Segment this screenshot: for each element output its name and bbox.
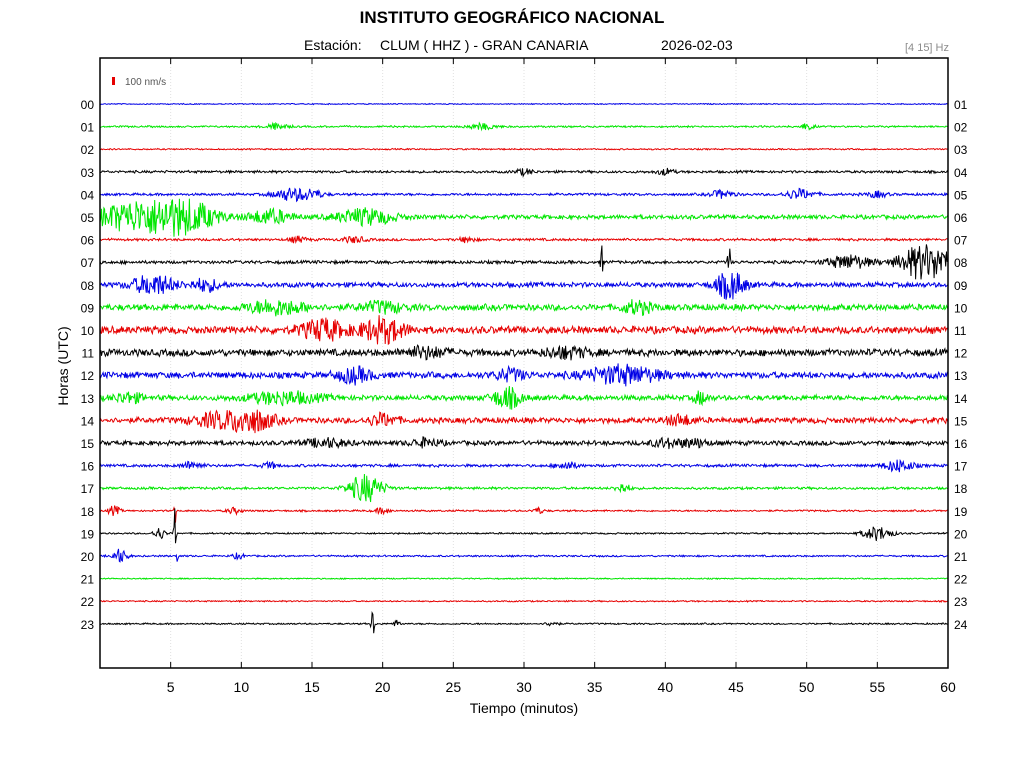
trace-hour-04	[99, 187, 949, 203]
x-tick-label-30: 30	[516, 679, 532, 695]
trace-hour-12	[99, 363, 949, 387]
hour-label-left-05: 05	[81, 211, 95, 225]
trace-hour-01	[99, 121, 948, 132]
hour-label-right-08: 08	[954, 256, 968, 270]
hour-label-right-06: 06	[954, 211, 968, 225]
hour-label-right-12: 12	[954, 347, 968, 361]
hour-label-left-17: 17	[81, 482, 95, 496]
station-label: Estación:	[304, 37, 362, 53]
trace-hour-22	[99, 599, 949, 603]
trace-hour-21	[100, 577, 949, 581]
hour-label-left-07: 07	[81, 256, 95, 270]
x-tick-label-35: 35	[587, 679, 603, 695]
trace-hour-11	[99, 344, 949, 361]
trace-hour-23	[99, 611, 949, 634]
x-tick-label-40: 40	[658, 679, 674, 695]
hour-label-right-18: 18	[954, 482, 968, 496]
hour-label-right-10: 10	[954, 301, 968, 315]
hour-label-left-15: 15	[81, 437, 95, 451]
hour-label-right-16: 16	[954, 437, 968, 451]
hour-label-right-11: 11	[954, 324, 967, 338]
hour-label-right-04: 04	[954, 166, 968, 180]
hour-label-right-22: 22	[954, 573, 968, 587]
hour-labels: 00 01 01 02 02 03 03 04 04 05 05 06 06 07 07 08 08 09 09 10…	[81, 98, 968, 632]
hour-label-left-18: 18	[81, 505, 95, 519]
hour-label-left-03: 03	[81, 166, 95, 180]
hour-label-right-13: 13	[954, 369, 968, 383]
trace-hour-09	[99, 299, 949, 317]
hour-label-left-23: 23	[81, 618, 95, 632]
hour-label-left-04: 04	[81, 188, 95, 202]
trace-hour-13	[99, 386, 949, 410]
hour-label-right-01: 01	[954, 98, 968, 112]
x-tick-label-5: 5	[167, 679, 175, 695]
hour-label-right-24: 24	[954, 618, 968, 632]
trace-hour-18	[99, 505, 949, 523]
hour-label-left-10: 10	[81, 324, 95, 338]
hour-label-left-20: 20	[81, 550, 95, 564]
x-axis-ticks: 5 10 15 20 25 30 35 40 45 50 55 60	[167, 58, 956, 695]
hour-label-right-05: 05	[954, 188, 968, 202]
hour-label-right-02: 02	[954, 121, 968, 135]
hour-label-right-17: 17	[954, 460, 968, 474]
trace-hour-08	[99, 272, 949, 300]
trace-hour-17	[99, 473, 949, 503]
hour-label-left-14: 14	[81, 414, 95, 428]
x-tick-label-20: 20	[375, 679, 391, 695]
hour-label-left-16: 16	[81, 460, 95, 474]
hour-label-right-19: 19	[954, 505, 968, 519]
x-tick-label-25: 25	[446, 679, 462, 695]
hour-label-right-09: 09	[954, 279, 968, 293]
chart-subtitle: Estación: CLUM ( HHZ ) - GRAN CANARIA 20…	[0, 37, 1024, 55]
plot-area	[100, 58, 948, 668]
hour-label-left-02: 02	[81, 143, 95, 157]
seismic-traces	[99, 102, 949, 634]
trace-hour-19	[99, 508, 949, 544]
station-name: CLUM ( HHZ ) - GRAN CANARIA	[380, 37, 589, 53]
trace-hour-06	[99, 235, 949, 245]
x-tick-label-60: 60	[940, 679, 956, 695]
x-tick-label-50: 50	[799, 679, 815, 695]
hour-label-right-14: 14	[954, 392, 968, 406]
plot-frame	[99, 57, 949, 669]
trace-hour-00	[99, 102, 949, 106]
hour-label-left-11: 11	[82, 347, 95, 361]
filter-band-label: [4 15] Hz	[904, 42, 949, 54]
hour-label-right-21: 21	[954, 550, 968, 564]
date-label: 2026-02-03	[661, 37, 733, 53]
hour-label-right-07: 07	[954, 234, 968, 248]
trace-hour-05	[99, 198, 949, 237]
trace-hour-20	[99, 548, 949, 563]
hour-label-left-19: 19	[81, 527, 95, 541]
trace-hour-02	[99, 147, 949, 151]
trace-hour-07	[99, 244, 949, 280]
hour-label-right-15: 15	[954, 414, 968, 428]
x-tick-label-45: 45	[728, 679, 744, 695]
trace-hour-10	[99, 315, 949, 346]
x-tick-label-55: 55	[870, 679, 886, 695]
scale-bar-label: 100 nm/s	[125, 77, 166, 88]
hour-label-right-03: 03	[954, 143, 968, 157]
hour-label-left-01: 01	[81, 121, 95, 135]
hour-label-left-21: 21	[81, 573, 95, 587]
trace-hour-15	[99, 436, 949, 450]
hour-label-left-12: 12	[81, 369, 95, 383]
hour-label-left-00: 00	[81, 98, 95, 112]
x-axis-label: Tiempo (minutos)	[469, 700, 579, 716]
hour-label-left-08: 08	[81, 279, 95, 293]
hour-label-right-23: 23	[954, 595, 968, 609]
chart-title: INSTITUTO GEOGRÁFICO NACIONAL	[359, 8, 665, 27]
scale-bar-marker	[112, 77, 115, 85]
hour-label-right-20: 20	[954, 527, 968, 541]
hour-label-left-22: 22	[81, 595, 95, 609]
trace-hour-16	[99, 458, 949, 473]
hour-label-left-13: 13	[81, 392, 95, 406]
hour-label-left-06: 06	[81, 234, 95, 248]
trace-hour-03	[99, 167, 949, 178]
x-tick-label-10: 10	[234, 679, 250, 695]
trace-hour-14	[99, 409, 949, 434]
hour-label-left-09: 09	[81, 301, 95, 315]
x-tick-label-15: 15	[304, 679, 320, 695]
